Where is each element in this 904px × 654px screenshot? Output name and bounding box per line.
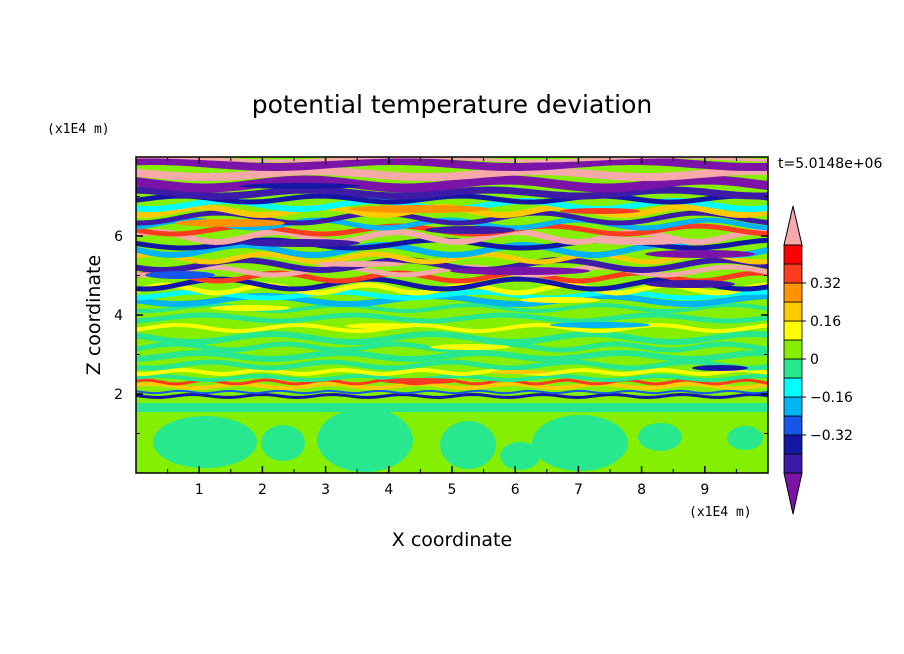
contour-lens [240, 239, 360, 247]
contour-band [136, 229, 768, 246]
contour-band [136, 251, 768, 265]
colorbar-label: 0.16 [810, 314, 841, 330]
contour-lens [560, 208, 640, 214]
y-axis-unit: (x1E4 m) [47, 122, 110, 137]
x-tick-label: 4 [384, 482, 393, 498]
contour-lens [210, 305, 290, 311]
colorbar-box [783, 339, 803, 360]
colorbar-box [783, 244, 803, 265]
contour-lens [350, 205, 490, 213]
contour-lens [315, 261, 405, 267]
x-tick-label: 2 [258, 482, 267, 498]
contour-band [136, 166, 768, 182]
colorbar-box [783, 415, 803, 436]
contour-lens [430, 344, 510, 350]
contour-blob [153, 416, 257, 468]
colorbar-box [783, 396, 803, 417]
x-axis-unit: (x1E4 m) [689, 505, 752, 520]
contour-lens [175, 219, 285, 227]
contour-blob [440, 421, 496, 469]
colorbar-box [783, 453, 803, 474]
contour-blob [317, 408, 413, 472]
colorbar-box [783, 377, 803, 398]
contour-band [136, 341, 768, 353]
colorbar-label: 0.32 [810, 276, 841, 292]
y-axis-ticks: 2 4 6 [114, 196, 768, 434]
chart-title: potential temperature deviation [252, 90, 652, 119]
time-label: t=5.0148e+06 [778, 156, 882, 172]
contour-band [136, 330, 768, 346]
contour-band [136, 373, 768, 383]
contour-blob [727, 426, 763, 450]
colorbar-box [783, 320, 803, 341]
contour-lens [645, 280, 735, 288]
contour-blob [500, 442, 540, 470]
colorbar-label: −0.16 [810, 390, 853, 406]
colorbar-label: −0.32 [810, 428, 853, 444]
x-tick-label: 3 [321, 482, 330, 498]
contour-lens [450, 267, 590, 275]
contour-band [136, 389, 768, 395]
contour-field [136, 157, 768, 473]
contour-band [136, 349, 768, 363]
contour-band [136, 193, 768, 205]
contour-band [136, 392, 768, 400]
colorbar-label: 0 [810, 352, 819, 368]
contour-blob [532, 415, 628, 471]
contour-band [136, 403, 768, 412]
y-tick-label: 6 [114, 229, 123, 245]
contour-band [136, 289, 768, 301]
x-axis-ticks: 1 2 3 4 5 6 7 8 9 [167, 157, 737, 498]
y-tick-label: 4 [114, 308, 123, 324]
contour-blob [638, 423, 682, 451]
y-tick-label: 2 [114, 387, 123, 403]
x-tick-label: 9 [700, 482, 709, 498]
x-tick-label: 8 [637, 482, 646, 498]
colorbar-over-triangle [783, 205, 803, 246]
contour-lens [550, 322, 650, 328]
contour-lens [692, 365, 748, 371]
contour-band [136, 312, 768, 324]
colorbar-box [783, 301, 803, 322]
x-tick-label: 5 [448, 482, 457, 498]
contour-band [136, 186, 768, 200]
contour-band [136, 359, 768, 371]
contour-lens [240, 183, 360, 189]
contour-band [136, 217, 768, 231]
x-tick-label: 7 [574, 482, 583, 498]
x-tick-label: 6 [511, 482, 520, 498]
contour-lens [380, 378, 460, 384]
contour-lens [425, 226, 515, 234]
colorbar: 0.32 0.16 0 −0.16 −0.32 [783, 205, 853, 515]
y-axis-label: Z coordinate [83, 255, 105, 375]
colorbar-box [783, 358, 803, 379]
colorbar-under-triangle [783, 472, 803, 515]
contour-lens [520, 297, 600, 303]
colorbar-box [783, 282, 803, 303]
x-tick-label: 1 [195, 482, 204, 498]
contour-lens [345, 323, 415, 329]
colorbar-box [783, 434, 803, 455]
contour-lens [645, 250, 755, 258]
contour-lens [490, 370, 550, 374]
contour-band [136, 367, 768, 377]
contour-lens [590, 237, 690, 245]
colorbar-box [783, 263, 803, 284]
contour-band [136, 256, 768, 274]
x-axis-label: X coordinate [392, 529, 512, 551]
contour-lens [145, 271, 215, 279]
contour-blob [261, 425, 305, 461]
contour-band [136, 322, 768, 334]
